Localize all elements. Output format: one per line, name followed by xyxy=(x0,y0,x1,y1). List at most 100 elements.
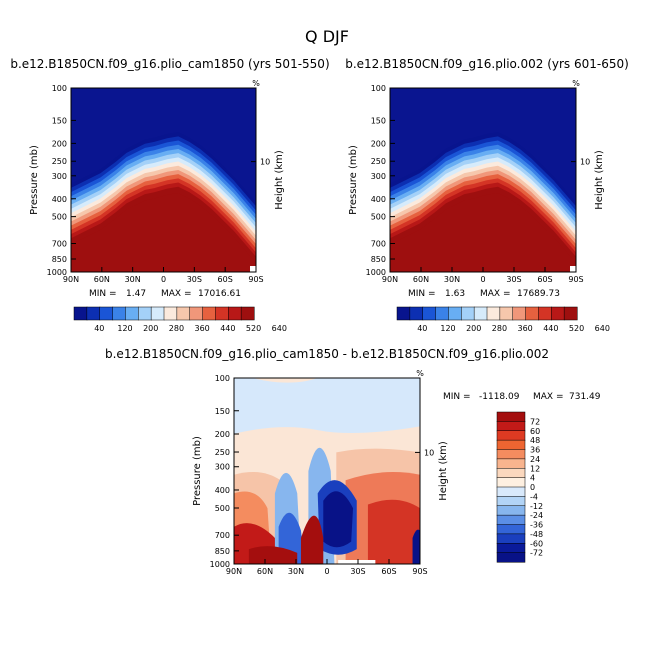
contour-region xyxy=(300,515,324,564)
colorbar-swatch xyxy=(176,306,191,321)
y2-tick-label: 10 xyxy=(424,448,434,457)
colorbar-label: 520 xyxy=(246,324,261,333)
colorbar-swatch xyxy=(525,306,539,321)
y2-axis-label: Height (km) xyxy=(594,150,605,210)
y2-tick-label: 10 xyxy=(260,158,270,167)
colorbar-label: 280 xyxy=(492,324,507,333)
colorbar-swatch xyxy=(461,306,475,321)
min-value: 1.63 xyxy=(445,289,465,299)
colorbar-swatch xyxy=(125,306,139,321)
colorbar-label: 200 xyxy=(143,324,158,333)
colorbar-label: 440 xyxy=(220,324,235,333)
colorbar-label: 360 xyxy=(518,324,533,333)
y-tick-label: 100 xyxy=(371,84,386,93)
colorbar-swatch xyxy=(496,439,526,451)
colorbar-label: 440 xyxy=(543,324,558,333)
x-tick-label: 60S xyxy=(381,567,396,576)
colorbar-label: 40 xyxy=(94,324,104,333)
colorbar-swatch xyxy=(422,306,437,321)
colorbar: 40 120 200 280 360 440 520 640 xyxy=(73,306,287,333)
x-tick-label: 0 xyxy=(480,275,485,284)
colorbar-swatch xyxy=(496,421,526,432)
x-tick-label: 90S xyxy=(568,275,583,284)
colorbar-swatch xyxy=(73,306,88,321)
y2-tick-label: 10 xyxy=(580,158,590,167)
colorbar: 40 120 200 280 360 440 520 640 xyxy=(396,306,610,333)
right-cross-section-panel: 1001502002503004005007008501000Pressure … xyxy=(348,79,610,333)
colorbar-label: 640 xyxy=(595,324,610,333)
y-tick-label: 150 xyxy=(371,116,386,125)
colorbar-label: 120 xyxy=(440,324,455,333)
colorbar-label: 24 xyxy=(530,455,540,464)
colorbar-swatch xyxy=(215,306,229,321)
plot-area xyxy=(234,378,420,564)
max-value: 17016.61 xyxy=(198,289,241,299)
colorbar-swatch xyxy=(496,496,526,507)
colorbar-swatch xyxy=(496,486,526,497)
y2-corner-label: % xyxy=(572,79,580,88)
x-tick-label: 90N xyxy=(226,567,242,576)
y-tick-label: 250 xyxy=(52,157,67,166)
min-value: -1118.09 xyxy=(479,392,520,402)
contour-region xyxy=(248,546,298,564)
max-value: 17689.73 xyxy=(517,289,560,299)
colorbar-swatch xyxy=(496,514,526,526)
left-panel-title: b.e12.B1850CN.f09_g16.plio_cam1850 (yrs … xyxy=(10,57,329,71)
missing-data-mask xyxy=(250,266,256,272)
colorbar-label: 72 xyxy=(530,417,540,426)
y-tick-label: 500 xyxy=(371,213,386,222)
colorbar-swatch xyxy=(150,306,165,321)
min-value: 1.47 xyxy=(126,289,146,299)
x-tick-label: 90S xyxy=(412,567,427,576)
y-tick-label: 100 xyxy=(52,84,67,93)
y-tick-label: 300 xyxy=(52,172,67,181)
y-tick-label: 200 xyxy=(371,139,386,148)
y2-corner-label: % xyxy=(416,369,424,378)
x-tick-label: 60N xyxy=(413,275,429,284)
max-label: MAX = xyxy=(161,289,192,299)
colorbar-label: -12 xyxy=(530,502,543,511)
figure-title: Q DJF xyxy=(305,27,349,46)
x-tick-label: 90S xyxy=(248,275,263,284)
colorbar-swatch xyxy=(240,306,255,321)
y-tick-label: 200 xyxy=(52,139,67,148)
y-tick-label: 1000 xyxy=(210,560,230,569)
y-tick-label: 400 xyxy=(371,195,386,204)
max-label: MAX = xyxy=(533,392,564,402)
colorbar-label: 48 xyxy=(530,436,540,445)
colorbar-swatch xyxy=(99,306,114,321)
y-tick-label: 200 xyxy=(215,430,230,439)
y-tick-label: 700 xyxy=(215,531,230,540)
x-tick-label: 0 xyxy=(161,275,166,284)
missing-data-mask xyxy=(570,266,576,272)
colorbar-swatch xyxy=(551,306,565,321)
x-tick-label: 90N xyxy=(63,275,79,284)
colorbar-swatch xyxy=(496,552,526,563)
colorbar-label: 360 xyxy=(195,324,210,333)
y-tick-label: 1000 xyxy=(366,268,386,277)
y-tick-label: 850 xyxy=(371,255,386,264)
x-tick-label: 60N xyxy=(257,567,273,576)
y-tick-label: 1000 xyxy=(47,268,67,277)
colorbar-label: 520 xyxy=(569,324,584,333)
colorbar-label: 120 xyxy=(117,324,132,333)
colorbar-swatch xyxy=(228,306,242,321)
colorbar-label: 40 xyxy=(417,324,427,333)
x-tick-label: 30N xyxy=(125,275,141,284)
y2-axis-label: Height (km) xyxy=(274,150,285,210)
colorbar-label: 0 xyxy=(530,483,535,492)
y-tick-label: 250 xyxy=(371,157,386,166)
colorbar-label: 4 xyxy=(530,474,535,483)
colorbar-swatch xyxy=(496,430,526,441)
colorbar-swatch xyxy=(189,306,204,321)
y-tick-label: 400 xyxy=(215,486,230,495)
colorbar-swatch xyxy=(512,306,527,321)
y-tick-label: 700 xyxy=(52,239,67,248)
colorbar-label: -36 xyxy=(530,521,543,530)
colorbar-swatch xyxy=(496,477,526,488)
colorbar-label: -60 xyxy=(530,539,543,548)
x-tick-label: 30N xyxy=(444,275,460,284)
colorbar-label: 60 xyxy=(530,427,540,436)
y-tick-label: 250 xyxy=(215,448,230,457)
